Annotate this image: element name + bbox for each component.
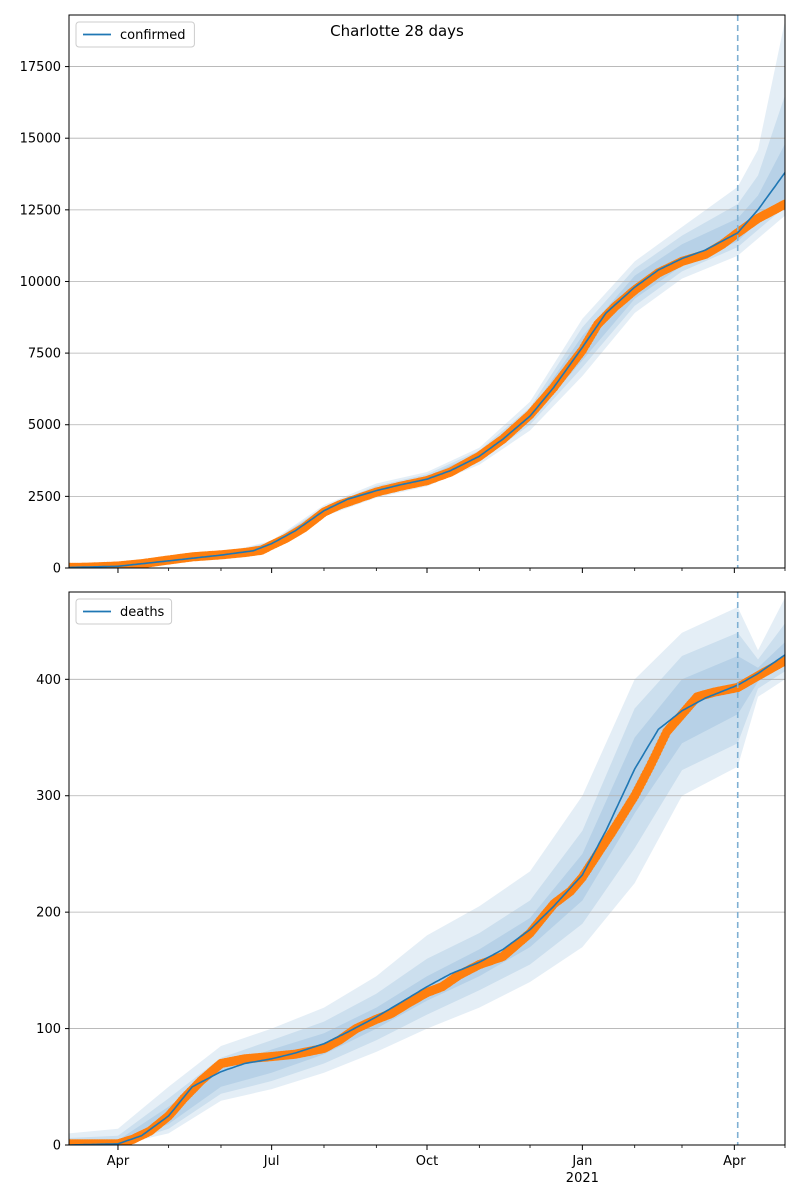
legend-box — [75, 21, 195, 48]
y-tick-label: 100 — [36, 1022, 61, 1037]
x-tick-label: Apr — [723, 1154, 746, 1169]
y-tick-label: 2500 — [28, 490, 61, 505]
observed-point — [780, 656, 785, 666]
confirmed-panel: 0 2500 5000 7500 10000 12500 15000 17500 confirm… — [20, 14, 786, 577]
y-tick-label: 0 — [53, 1139, 61, 1154]
model-line — [69, 172, 785, 568]
credible-band-1 — [69, 597, 785, 1145]
credible-band-2 — [69, 623, 785, 1145]
y-tick-label: 5000 — [28, 418, 61, 433]
model-line — [69, 654, 785, 1145]
observed-point — [780, 199, 785, 209]
x-tick-label: Jul — [263, 1154, 280, 1169]
y-tick-label: 400 — [36, 673, 61, 688]
y-tick-label: 200 — [36, 906, 61, 921]
y-tick-label: 15000 — [20, 132, 61, 147]
x-tick-label: Oct — [416, 1154, 438, 1169]
y-tick-label: 0 — [53, 562, 61, 577]
legend-label: deaths — [120, 605, 165, 620]
legend-label: confirmed — [120, 28, 186, 43]
credible-band-1 — [69, 20, 785, 568]
deaths-panel: 0 100 200 300 400 Apr Jul Oct Jan Apr 2021 deaths — [36, 591, 786, 1186]
observed-series — [69, 656, 785, 1145]
y-tick-label: 300 — [36, 789, 61, 804]
y-tick-label: 17500 — [20, 60, 61, 75]
x-year-label: 2021 — [566, 1171, 599, 1186]
plot-area — [69, 592, 785, 1145]
y-tick-label: 7500 — [28, 347, 61, 362]
y-tick-label: 10000 — [20, 275, 61, 290]
x-tick-label: Apr — [107, 1154, 130, 1169]
x-tick-label: Jan — [571, 1154, 592, 1169]
legend-box — [75, 598, 173, 625]
chart-title: Charlotte 28 days — [330, 22, 464, 40]
plot-area — [69, 15, 785, 568]
y-tick-label: 12500 — [20, 203, 61, 218]
